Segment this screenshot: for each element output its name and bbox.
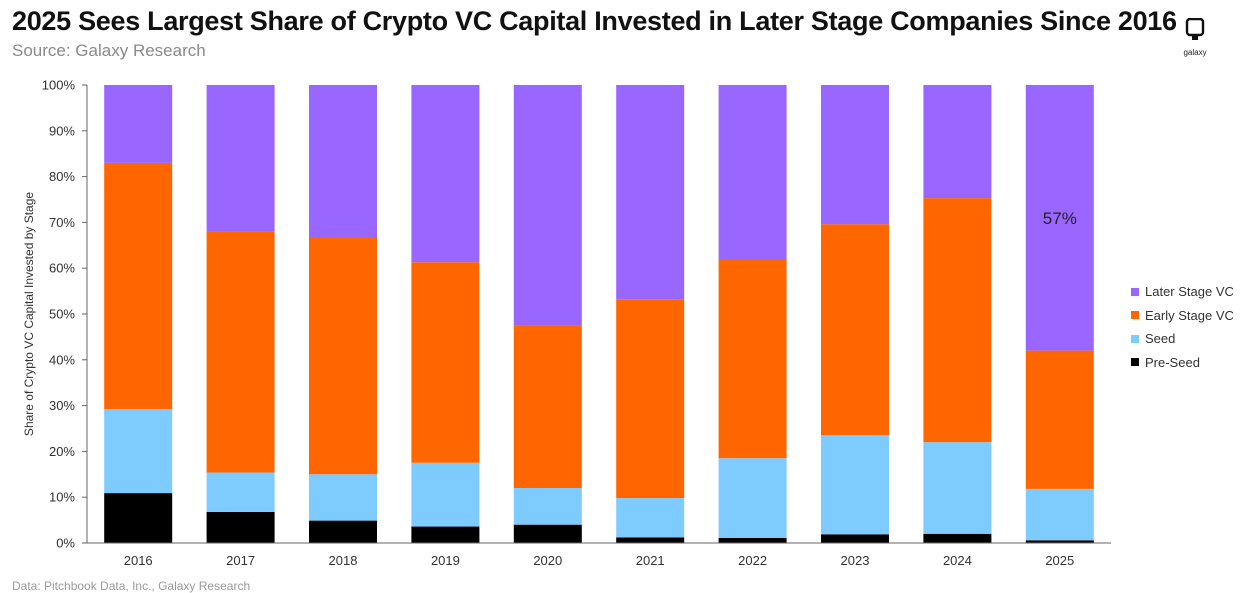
bar-seed-2020 <box>513 488 582 525</box>
y-tick-label: 50% <box>49 307 75 322</box>
bar-seed-2022 <box>718 458 787 538</box>
bars-layer <box>104 85 1094 543</box>
x-tick-label-2021: 2021 <box>636 553 665 568</box>
bar-later-stage-vc-2019 <box>411 85 480 263</box>
bar-later-stage-vc-2022 <box>718 85 787 259</box>
bar-early-stage-vc-2024 <box>923 198 992 443</box>
bar-later-stage-vc-2016 <box>104 85 173 163</box>
bar-pre-seed-2019 <box>411 526 480 543</box>
chart-legend: Later Stage VC Early Stage VC Seed Pre-Seed <box>1131 280 1234 374</box>
legend-swatch-pre-seed <box>1131 358 1139 367</box>
x-tick-label-2017: 2017 <box>226 553 255 568</box>
x-tick-label-2019: 2019 <box>431 553 460 568</box>
bar-early-stage-vc-2025 <box>1025 350 1094 489</box>
bar-early-stage-vc-2023 <box>821 224 889 436</box>
legend-swatch-seed <box>1131 334 1139 343</box>
bar-later-stage-vc-2023 <box>821 85 889 225</box>
bar-later-stage-vc-2024 <box>923 85 992 199</box>
bar-early-stage-vc-2017 <box>206 231 275 473</box>
bar-later-stage-vc-2018 <box>309 85 377 238</box>
bar-pre-seed-2024 <box>923 533 992 543</box>
bar-seed-2021 <box>616 498 685 538</box>
x-tick-label-2025: 2025 <box>1045 553 1074 568</box>
x-tick-label-2023: 2023 <box>841 553 870 568</box>
x-tick-label-2020: 2020 <box>533 553 562 568</box>
bar-early-stage-vc-2016 <box>104 162 173 410</box>
legend-swatch-early-stage-vc <box>1131 311 1139 320</box>
bar-pre-seed-2023 <box>821 534 889 543</box>
y-tick-label: 10% <box>49 490 75 505</box>
bar-later-stage-vc-2021 <box>616 85 685 300</box>
bar-seed-2023 <box>821 435 889 535</box>
logo-label: galaxy <box>1183 48 1207 57</box>
labels-layer: 2016 2017 2018 2019 2020 2021 2022 2023 2024 2025… <box>22 78 1077 569</box>
chart-title: 2025 Sees Largest Share of Crypto VC Cap… <box>12 6 1177 36</box>
y-tick-label: 40% <box>49 352 75 367</box>
x-tick-label-2022: 2022 <box>738 553 767 568</box>
y-axis-label: Share of Crypto VC Capital Invested by S… <box>22 192 36 436</box>
bar-seed-2024 <box>923 442 992 534</box>
data-source-footer: Data: Pitchbook Data, Inc., Galaxy Resea… <box>12 579 251 593</box>
bar-early-stage-vc-2020 <box>513 325 582 488</box>
bar-pre-seed-2021 <box>616 537 685 543</box>
bar-seed-2017 <box>206 472 275 512</box>
x-tick-label-2018: 2018 <box>329 553 358 568</box>
bar-pre-seed-2018 <box>309 520 377 543</box>
bar-seed-2018 <box>309 474 377 521</box>
y-tick-label: 60% <box>49 261 75 276</box>
y-tick-label: 70% <box>49 215 75 230</box>
legend-label-later-stage-vc: Later Stage VC <box>1145 284 1234 300</box>
y-tick-label: 20% <box>49 444 75 459</box>
axes-layer <box>82 84 1111 544</box>
bar-early-stage-vc-2021 <box>616 299 685 499</box>
legend-label-seed: Seed <box>1145 331 1176 347</box>
legend-item-later-stage-vc: Later Stage VC <box>1131 280 1234 304</box>
y-tick-label: 80% <box>49 169 75 184</box>
brand-logo: galaxy <box>1180 17 1210 57</box>
y-tick-label: 100% <box>42 78 76 93</box>
x-tick-label-2016: 2016 <box>124 553 153 568</box>
bar-seed-2016 <box>104 409 173 494</box>
legend-item-pre-seed: Pre-Seed <box>1131 351 1234 375</box>
bar-later-stage-vc-2017 <box>206 85 275 232</box>
legend-item-seed: Seed <box>1131 327 1234 351</box>
galaxy-logo-icon <box>1185 17 1205 40</box>
bar-pre-seed-2020 <box>513 524 582 543</box>
x-tick-label-2024: 2024 <box>943 553 972 568</box>
y-tick-label: 90% <box>49 123 75 138</box>
bar-pre-seed-2025 <box>1025 540 1094 543</box>
bar-seed-2019 <box>411 462 480 527</box>
bar-pre-seed-2016 <box>104 493 173 543</box>
chart-subtitle: Source: Galaxy Research <box>12 41 206 60</box>
bar-early-stage-vc-2018 <box>309 237 377 475</box>
bar-later-stage-vc-2025 <box>1025 85 1094 351</box>
bar-early-stage-vc-2022 <box>718 259 787 459</box>
legend-label-pre-seed: Pre-Seed <box>1145 354 1200 370</box>
bar-later-stage-vc-2020 <box>513 85 582 326</box>
bar-pre-seed-2022 <box>718 538 787 543</box>
y-tick-label: 30% <box>49 398 75 413</box>
annotation-later-stage-vc-2025: 57% <box>1043 209 1077 228</box>
legend-swatch-later-stage-vc <box>1131 287 1139 296</box>
bar-early-stage-vc-2019 <box>411 262 480 463</box>
legend-label-early-stage-vc: Early Stage VC <box>1145 307 1234 323</box>
bar-seed-2025 <box>1025 489 1094 541</box>
bar-pre-seed-2017 <box>206 511 275 543</box>
y-tick-label: 0% <box>56 536 75 551</box>
legend-item-early-stage-vc: Early Stage VC <box>1131 304 1234 328</box>
